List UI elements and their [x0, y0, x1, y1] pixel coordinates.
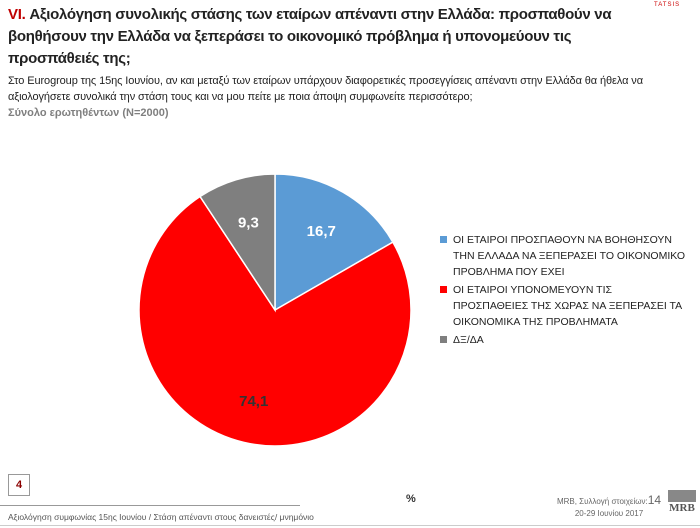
source-label: MRB, Συλλογή στοιχείων:: [556, 497, 648, 506]
header: VI. Αξιολόγηση συνολικής στάσης των εταί…: [8, 4, 694, 119]
legend-item: ΟΙ ΕΤΑΙΡΟΙ ΥΠΟΝΟΜΕΥΟΥΝ ΤΙΣ ΠΡΟΣΠΑΘΕΙΕΣ Τ…: [440, 282, 690, 330]
data-label: 74,1: [239, 393, 268, 410]
title-text: Αξιολόγηση συνολικής στάσης των εταίρων …: [8, 6, 612, 67]
mrb-logo: MRB: [668, 490, 696, 514]
legend-item: ΔΞ/ΔΑ: [440, 332, 690, 348]
source-dates: 20-29 Ιουνίου 2017: [574, 509, 644, 518]
legend-item: ΟΙ ΕΤΑΙΡΟΙ ΠΡΟΣΠΑΘΟΥΝ ΝΑ ΒΟΗΘΗΣΟΥΝ ΤΗΝ Ε…: [440, 232, 690, 280]
pie-slice: [274, 173, 394, 312]
legend-label: ΟΙ ΕΤΑΙΡΟΙ ΠΡΟΣΠΑΘΟΥΝ ΝΑ ΒΟΗΘΗΣΟΥΝ ΤΗΝ Ε…: [453, 234, 686, 278]
page-title: VI. Αξιολόγηση συνολικής στάσης των εταί…: [8, 4, 648, 70]
pie-slice: [138, 195, 412, 447]
pie-slice: [199, 173, 276, 313]
unit-label: %: [406, 493, 416, 505]
page-number: 4: [8, 474, 30, 496]
legend-label: ΟΙ ΕΤΑΙΡΟΙ ΥΠΟΝΟΜΕΥΟΥΝ ΤΙΣ ΠΡΟΣΠΑΘΕΙΕΣ Τ…: [453, 284, 682, 328]
legend-swatch: [440, 286, 447, 293]
source-number: 14: [647, 493, 662, 507]
legend-label: ΔΞ/ΔΑ: [453, 334, 484, 346]
question-text: Στο Eurogroup της 15ης Ιουνίου, αν και μ…: [8, 75, 643, 103]
legend-swatch: [440, 236, 447, 243]
divider: [0, 505, 300, 506]
divider: [0, 525, 700, 526]
legend: ΟΙ ΕΤΑΙΡΟΙ ΠΡΟΣΠΑΘΟΥΝ ΝΑ ΒΟΗΘΗΣΟΥΝ ΤΗΝ Ε…: [440, 232, 690, 350]
data-label: 16,7: [307, 223, 336, 240]
source-text: MRB, Συλλογή στοιχείων:14 20-29 Ιουνίου 2…: [556, 494, 662, 520]
section-number: VI.: [8, 6, 26, 23]
base-text: Σύνολο ερωτηθέντων (N=2000): [8, 107, 169, 119]
brand-logo: TATSIS: [654, 2, 681, 8]
data-label: 9,3: [238, 214, 259, 231]
legend-swatch: [440, 336, 447, 343]
footer-text: Αξιολόγηση συμφωνίας 15ης Ιουνίου / Στάσ…: [8, 512, 314, 522]
logo-text: MRB: [669, 502, 695, 514]
